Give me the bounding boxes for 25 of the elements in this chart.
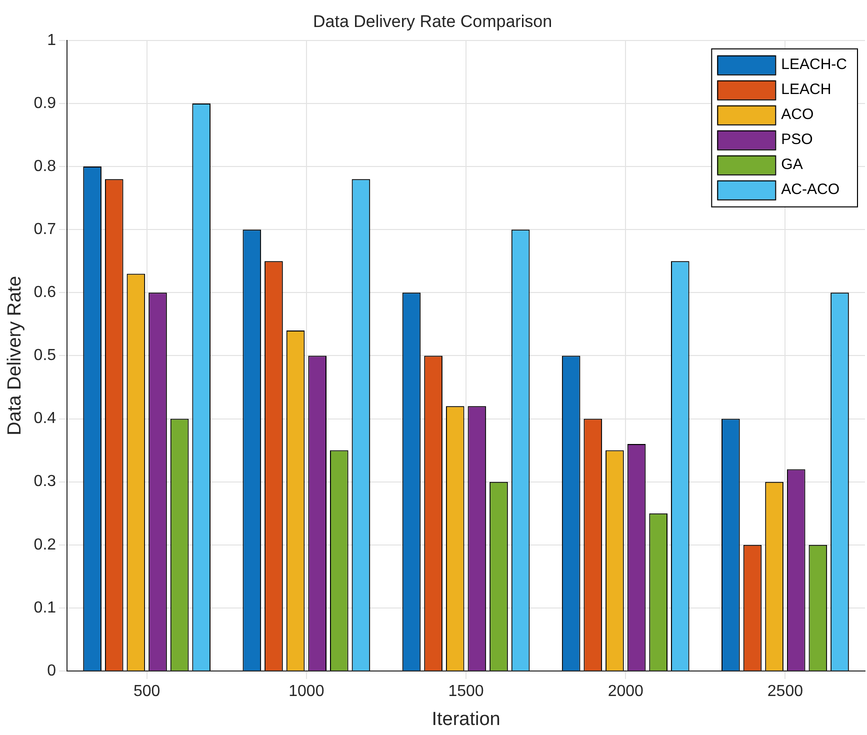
y-tick-label: 0.4 <box>34 410 56 428</box>
y-tick-label: 0.9 <box>34 94 56 112</box>
legend-label: LEACH <box>781 81 832 98</box>
x-tick-label: 2000 <box>608 683 644 700</box>
legend-label: PSO <box>781 131 813 148</box>
y-tick-label: 0.6 <box>34 284 56 302</box>
legend-label: LEACH-C <box>781 56 848 74</box>
x-tick-label: 2500 <box>767 683 804 700</box>
x-tick-label: 500 <box>133 683 160 700</box>
y-tick-label: 0.1 <box>34 599 56 616</box>
x-axis-title: Iteration <box>432 708 500 730</box>
x-tick-label: 1000 <box>288 683 324 700</box>
y-tick-label: 0.8 <box>34 158 56 175</box>
x-tick-label: 1500 <box>448 683 484 700</box>
y-tick-label: 0.3 <box>34 473 56 490</box>
legend-label: ACO <box>781 106 814 124</box>
y-axis-title: Data Delivery Rate <box>4 276 26 436</box>
y-tick-label: 1 <box>47 32 56 49</box>
legend-label: AC-ACO <box>781 181 840 198</box>
y-tick-label: 0.7 <box>34 220 56 238</box>
y-tick-label: 0 <box>47 662 56 680</box>
y-tick-label: 0.5 <box>34 347 56 364</box>
y-tick-label: 0.2 <box>34 536 56 554</box>
legend-label: GA <box>781 156 803 174</box>
chart-title: Data Delivery Rate Comparison <box>312 12 552 31</box>
